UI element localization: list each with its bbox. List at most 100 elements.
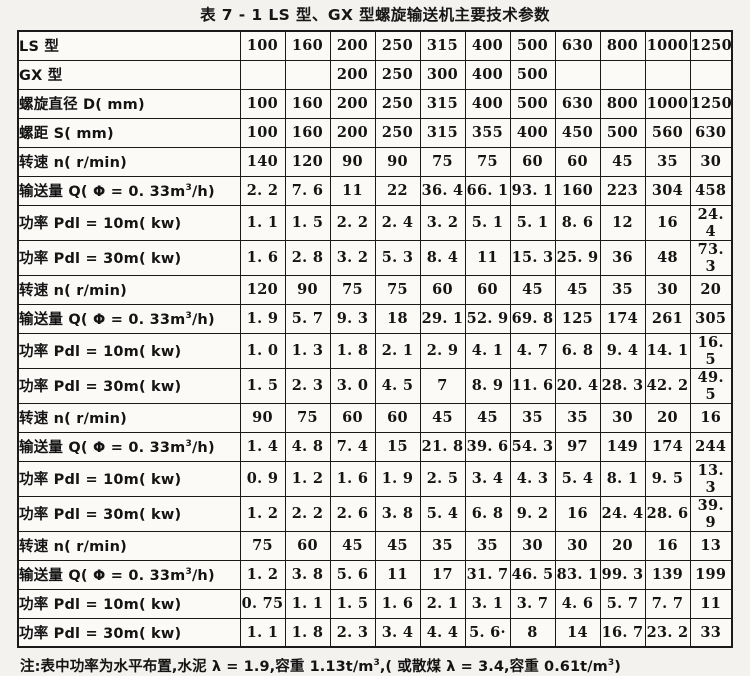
table-cell: 66. 1 — [464, 175, 511, 206]
table-cell: 200 — [329, 59, 376, 90]
table-cell: 250 — [374, 30, 421, 61]
table-row: 输送量 Q( Φ = 0. 33m3/h) 1. 9 5. 7 9. 3 18 29. 1… — [17, 303, 733, 334]
table-cell: 0. 75 — [239, 588, 286, 619]
table-cell: 46. 5 — [509, 559, 556, 590]
table-row: 功率 Pdl = 30m( kw) 1. 2 2. 2 2. 6 3. 8 5. 4 6. … — [17, 495, 733, 532]
table-cell: 29. 1 — [419, 303, 466, 334]
table-body: LS 型 100 160 200 250 315 400 500 630 800 1000 1250 G… — [17, 30, 733, 648]
table-cell: 52. 9 — [464, 303, 511, 334]
table-cell: 1. 6 — [239, 239, 286, 276]
table-cell: 560 — [644, 117, 691, 148]
table-cell: 54. 3 — [509, 431, 556, 462]
table-cell: 3. 8 — [284, 559, 331, 590]
table-cell: 100 — [239, 88, 286, 119]
row-label: 功率 Pdl = 30m( kw) — [17, 239, 241, 276]
table-cell: 75 — [464, 146, 511, 177]
table-cell: 45 — [464, 402, 511, 433]
table-cell: 5. 1 — [509, 204, 556, 241]
table-cell: 500 — [509, 59, 556, 90]
row-label: 功率 Pdl = 30m( kw) — [17, 367, 241, 404]
table-row: 螺距 S( mm) 100 160 200 250 315 355 400 450 500 560 6… — [17, 117, 733, 148]
table-cell: 5. 7 — [284, 303, 331, 334]
table-cell: 20 — [689, 274, 733, 305]
row-label: GX 型 — [17, 59, 241, 90]
table-cell: 35 — [464, 530, 511, 561]
table-cell: 4. 6 — [554, 588, 601, 619]
table-cell: 244 — [689, 431, 733, 462]
table-cell: 2. 6 — [329, 495, 376, 532]
table-cell: 2. 8 — [284, 239, 331, 276]
table-cell: 11. 6 — [509, 367, 556, 404]
table-cell: 60 — [419, 274, 466, 305]
table-cell: 100 — [239, 30, 286, 61]
table-cell: 1000 — [644, 88, 691, 119]
table-cell: 5. 4 — [554, 460, 601, 497]
table-cell: 125 — [554, 303, 601, 334]
table-cell: 60 — [329, 402, 376, 433]
table-cell: 3. 1 — [464, 588, 511, 619]
table-cell: 83. 1 — [554, 559, 601, 590]
table-cell: 14 — [554, 617, 601, 648]
row-label: 螺距 S( mm) — [17, 117, 241, 148]
row-label: 功率 Pdl = 30m( kw) — [17, 495, 241, 532]
table-cell: 97 — [554, 431, 601, 462]
table-cell: 250 — [374, 117, 421, 148]
row-label: 功率 Pdl = 10m( kw) — [17, 460, 241, 497]
table-cell: 2. 4 — [374, 204, 421, 241]
row-label: 转速 n( r/min) — [17, 274, 241, 305]
table-cell: 45 — [599, 146, 646, 177]
table-cell: 24. 4 — [599, 495, 646, 532]
table-row: 功率 Pdl = 30m( kw) 1. 1 1. 8 2. 3 3. 4 4. 4 5. … — [17, 617, 733, 648]
table-cell: 6. 8 — [554, 332, 601, 369]
table-cell: 3. 2 — [419, 204, 466, 241]
table-cell: 315 — [419, 30, 466, 61]
table-cell: 149 — [599, 431, 646, 462]
table-cell: 99. 3 — [599, 559, 646, 590]
table-cell: 49. 5 — [689, 367, 733, 404]
row-label: 输送量 Q( Φ = 0. 33m3/h) — [17, 303, 241, 334]
table-cell — [239, 59, 286, 90]
table-row: 转速 n( r/min) 120 90 75 75 60 60 45 45 35 30 20 — [17, 274, 733, 305]
table-cell: 28. 6 — [644, 495, 691, 532]
table-cell: 23. 2 — [644, 617, 691, 648]
table-cell: 120 — [239, 274, 286, 305]
table-cell: 8. 4 — [419, 239, 466, 276]
table-cell: 200 — [329, 117, 376, 148]
table-cell: 5. 6 — [329, 559, 376, 590]
table-cell: 13. 3 — [689, 460, 733, 497]
table-cell — [284, 59, 331, 90]
table-cell: 304 — [644, 175, 691, 206]
table-cell: 120 — [284, 146, 331, 177]
table-cell: 800 — [599, 30, 646, 61]
table-cell: 11 — [689, 588, 733, 619]
table-cell: 9. 2 — [509, 495, 556, 532]
table-cell: 458 — [689, 175, 733, 206]
table-cell: 1. 5 — [329, 588, 376, 619]
row-label: 转速 n( r/min) — [17, 530, 241, 561]
table-cell: 45 — [374, 530, 421, 561]
table-cell: 35 — [644, 146, 691, 177]
table-cell: 21. 8 — [419, 431, 466, 462]
table-cell: 1. 6 — [374, 588, 421, 619]
table-cell: 75 — [284, 402, 331, 433]
table-cell: 1250 — [689, 30, 733, 61]
table-cell: 24. 4 — [689, 204, 733, 241]
table-cell: 800 — [599, 88, 646, 119]
table-cell: 1. 1 — [284, 588, 331, 619]
table-cell: 35 — [509, 402, 556, 433]
row-label: 功率 Pdl = 10m( kw) — [17, 588, 241, 619]
table-cell: 199 — [689, 559, 733, 590]
table-cell: 7. 4 — [329, 431, 376, 462]
table-cell: 3. 4 — [374, 617, 421, 648]
table-cell: 90 — [374, 146, 421, 177]
table-row: 螺旋直径 D( mm) 100 160 200 250 315 400 500 630 800 10… — [17, 88, 733, 119]
table-row: 功率 Pdl = 30m( kw) 1. 6 2. 8 3. 2 5. 3 8. 4 11 1… — [17, 239, 733, 276]
table-cell: 630 — [689, 117, 733, 148]
table-cell: 400 — [464, 59, 511, 90]
table-row: 功率 Pdl = 10m( kw) 1. 1 1. 5 2. 2 2. 4 3. 2 5. … — [17, 204, 733, 241]
table-cell: 7. 7 — [644, 588, 691, 619]
table-cell: 3. 2 — [329, 239, 376, 276]
table-cell: 20 — [599, 530, 646, 561]
table-cell: 174 — [644, 431, 691, 462]
